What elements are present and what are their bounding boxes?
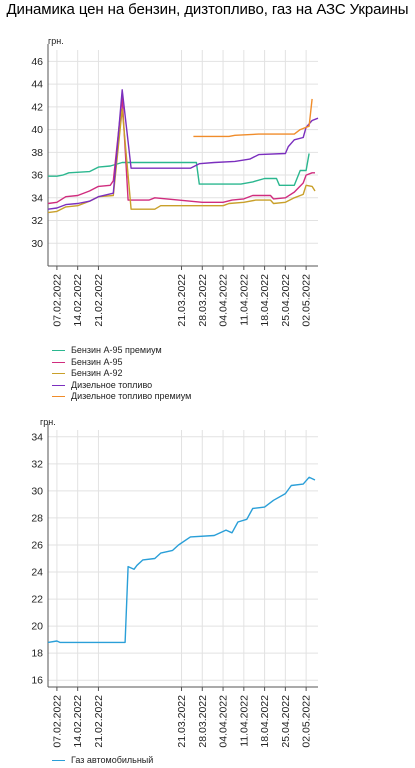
series-4-line <box>193 98 313 138</box>
x-tick-label: 04.04.2022 <box>218 274 230 327</box>
series-1-line <box>47 97 315 205</box>
y-tick-label: 26 <box>31 539 43 551</box>
legend-item[interactable]: Бензин А-92 <box>52 368 191 380</box>
legend-swatch <box>52 760 65 762</box>
x-tick-label: 04.04.2022 <box>218 695 230 748</box>
y-tick-label: 28 <box>31 512 43 524</box>
x-tick-label: 18.04.2022 <box>259 695 271 748</box>
y-unit-label: грн. <box>48 36 64 46</box>
x-tick-label: 02.05.2022 <box>301 274 313 327</box>
legend-item[interactable]: Бензин А-95 <box>52 357 191 369</box>
legend-item[interactable]: Дизельное топливо <box>52 380 191 392</box>
legend-swatch <box>52 350 65 352</box>
x-tick-label: 11.04.2022 <box>238 695 250 747</box>
y-tick-label: 36 <box>31 170 43 182</box>
x-tick-label: 18.04.2022 <box>259 274 271 327</box>
series-2-line <box>47 108 316 214</box>
x-tick-label: 02.05.2022 <box>301 695 313 748</box>
price-chart-gas: грн. 16 18 20 22 24 26 28 30 32 34 07.02.2022 14.02.… <box>31 417 318 748</box>
x-tick-label: 28.03.2022 <box>197 274 209 327</box>
y-tick-label: 42 <box>31 101 43 113</box>
price-chart-fuel: грн. 30 32 34 36 38 40 42 44 46 07.02.2022 14.02.20… <box>31 36 319 327</box>
y-tick-label: 32 <box>31 458 43 470</box>
y-tick-label: 22 <box>31 594 43 606</box>
legend-label: Бензин А-95 премиум <box>71 345 162 355</box>
x-tick-label: 14.02.2022 <box>72 695 84 748</box>
legend-swatch <box>52 361 65 363</box>
y-tick-label: 44 <box>31 79 43 91</box>
legend-item[interactable]: Газ автомобильный <box>52 755 153 767</box>
y-tick-label: 34 <box>31 192 43 204</box>
y-tick-label: 32 <box>31 215 43 227</box>
legend-swatch <box>52 396 65 398</box>
y-tick-label: 16 <box>31 675 43 687</box>
y-tick-label: 30 <box>31 485 43 497</box>
legend-swatch <box>52 384 65 386</box>
series-3-line <box>47 89 319 210</box>
y-tick-label: 34 <box>31 431 43 443</box>
legend-label: Дизельное топливо премиум <box>71 391 192 401</box>
x-tick-label: 28.03.2022 <box>197 695 209 748</box>
legend-swatch <box>52 373 65 375</box>
page-title: Динамика цен на бензин, дизтопливо, газ … <box>6 1 409 18</box>
x-tick-label: 07.02.2022 <box>51 274 63 327</box>
x-tick-label: 25.04.2022 <box>280 274 292 327</box>
legend-item[interactable]: Дизельное топливо премиум <box>52 391 191 403</box>
legend-gas: Газ автомобильный <box>52 755 153 767</box>
y-tick-label: 20 <box>31 621 43 633</box>
y-tick-label: 24 <box>31 567 43 579</box>
legend-fuel: Бензин А-95 премиум Бензин А-95 Бензин А-9… <box>52 345 191 403</box>
x-tick-label: 25.04.2022 <box>280 695 292 748</box>
legend-label: Бензин А-92 <box>71 368 123 378</box>
legend-item[interactable]: Бензин А-95 премиум <box>52 345 191 357</box>
x-tick-label: 14.02.2022 <box>72 274 84 327</box>
x-tick-label: 21.02.2022 <box>93 695 105 748</box>
y-tick-label: 18 <box>31 648 43 660</box>
y-tick-label: 30 <box>31 238 43 250</box>
x-tick-label: 07.02.2022 <box>51 695 63 748</box>
x-tick-label: 21.02.2022 <box>93 274 105 327</box>
y-unit-label: грн. <box>40 417 56 427</box>
series-0-line <box>47 476 316 644</box>
series-0-line <box>48 153 310 186</box>
y-tick-label: 40 <box>31 124 43 136</box>
legend-label: Бензин А-95 <box>71 356 123 367</box>
x-tick-label: 21.03.2022 <box>176 695 188 748</box>
x-tick-label: 11.04.2022 <box>238 274 250 326</box>
y-tick-label: 38 <box>31 147 43 159</box>
legend-label: Газ автомобильный <box>71 755 154 765</box>
legend-label: Дизельное топливо <box>71 379 153 390</box>
y-tick-label: 46 <box>31 56 43 68</box>
x-tick-label: 21.03.2022 <box>176 274 188 327</box>
